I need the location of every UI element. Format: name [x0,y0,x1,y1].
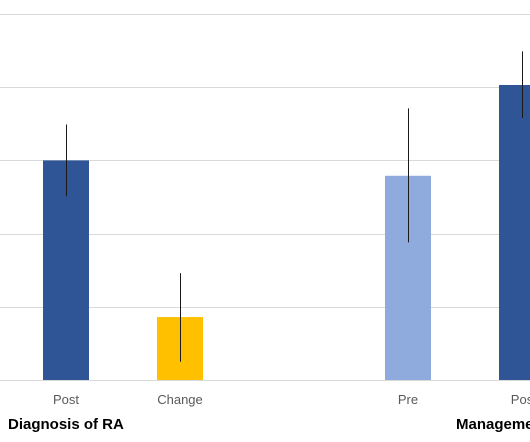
tick-label: Pre [398,392,418,407]
axis-labels: Post Change Diagnosis of RA Pre Pos Manageme [8,392,530,433]
bar-pos [499,85,530,380]
tick-label: Change [157,392,203,407]
group-label: Manageme [456,416,530,433]
error-bars [66,51,523,362]
tick-label: Pos [511,392,530,407]
tick-label: Post [53,392,79,407]
bars [43,85,530,380]
bar-post [43,160,89,380]
group-label: Diagnosis of RA [8,416,124,433]
